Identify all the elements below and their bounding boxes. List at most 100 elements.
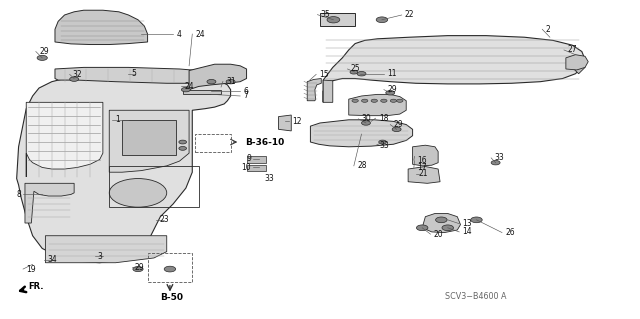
Circle shape [133,267,143,271]
Text: 13: 13 [463,219,472,228]
Bar [148,253,192,282]
Text: 29: 29 [394,120,403,129]
Circle shape [109,179,167,207]
Text: 23: 23 [159,215,169,224]
Circle shape [327,17,340,23]
Circle shape [181,87,190,92]
Text: 14: 14 [463,227,472,236]
Circle shape [381,99,387,102]
Text: 11: 11 [387,69,397,78]
Circle shape [164,266,175,272]
Bar [109,166,198,207]
Text: 7: 7 [243,92,248,100]
Circle shape [226,79,235,84]
Circle shape [379,140,387,144]
Circle shape [37,55,47,60]
Text: 20: 20 [434,230,444,239]
Text: 25: 25 [351,64,360,73]
Bar [122,120,176,155]
Text: 27: 27 [567,45,577,55]
Polygon shape [307,78,321,101]
Text: 33: 33 [264,174,274,183]
Circle shape [392,127,401,131]
Polygon shape [408,167,440,183]
Polygon shape [55,67,227,83]
Text: 32: 32 [73,70,83,79]
Text: 21: 21 [419,169,429,178]
Polygon shape [572,59,585,74]
Polygon shape [278,115,291,131]
Text: 10: 10 [241,163,251,172]
Bar [246,165,266,171]
Text: 4: 4 [176,30,181,39]
Text: 29: 29 [387,85,397,94]
Polygon shape [323,80,333,102]
Circle shape [417,225,428,231]
Polygon shape [26,102,103,177]
Circle shape [352,99,358,102]
Circle shape [70,77,79,81]
Polygon shape [25,183,74,223]
Text: 30: 30 [362,114,371,123]
Text: FR.: FR. [20,282,44,292]
Circle shape [436,217,447,223]
Text: 22: 22 [405,11,415,19]
Text: 24: 24 [195,30,205,39]
Polygon shape [17,77,230,263]
Text: 15: 15 [319,70,329,79]
Polygon shape [422,213,461,233]
Text: 12: 12 [292,117,302,126]
Text: 24: 24 [184,82,194,91]
Text: 31: 31 [226,77,236,86]
Circle shape [357,71,366,76]
Circle shape [470,217,482,223]
Polygon shape [55,10,148,45]
Polygon shape [349,94,406,116]
Text: 33: 33 [494,153,504,162]
Polygon shape [323,36,585,102]
Circle shape [179,140,186,144]
Circle shape [371,99,378,102]
Circle shape [442,225,454,231]
Text: 2: 2 [545,25,550,34]
Text: 34: 34 [47,255,57,264]
Text: 16: 16 [417,156,427,165]
Polygon shape [109,110,189,172]
Text: 3: 3 [98,252,102,261]
Circle shape [390,99,397,102]
Circle shape [350,70,358,74]
Text: 18: 18 [379,114,388,123]
Text: 1: 1 [116,115,120,124]
Bar [195,134,230,152]
Polygon shape [45,236,167,263]
Polygon shape [566,55,588,70]
Bar [246,156,266,163]
Circle shape [362,121,371,125]
Circle shape [179,146,186,150]
Text: 29: 29 [135,263,145,272]
Circle shape [207,79,216,84]
Text: 28: 28 [357,161,367,170]
Text: 33: 33 [380,141,389,150]
Text: 17: 17 [417,163,427,172]
Circle shape [362,99,368,102]
Text: 19: 19 [26,264,36,274]
Polygon shape [182,90,221,94]
Polygon shape [413,145,438,166]
Circle shape [491,160,500,165]
Text: 9: 9 [246,154,251,163]
Text: 8: 8 [17,190,21,199]
Text: SCV3−B4600 A: SCV3−B4600 A [445,292,506,300]
Text: 26: 26 [505,228,515,237]
Text: B-50: B-50 [161,293,183,302]
Polygon shape [189,64,246,90]
Circle shape [376,17,388,23]
Polygon shape [310,120,413,147]
Text: 35: 35 [321,10,330,19]
Circle shape [386,91,395,95]
Text: 6: 6 [243,87,248,96]
Circle shape [397,99,403,102]
Text: 5: 5 [132,69,136,78]
Bar [320,13,355,26]
Text: B-36-10: B-36-10 [245,137,285,146]
